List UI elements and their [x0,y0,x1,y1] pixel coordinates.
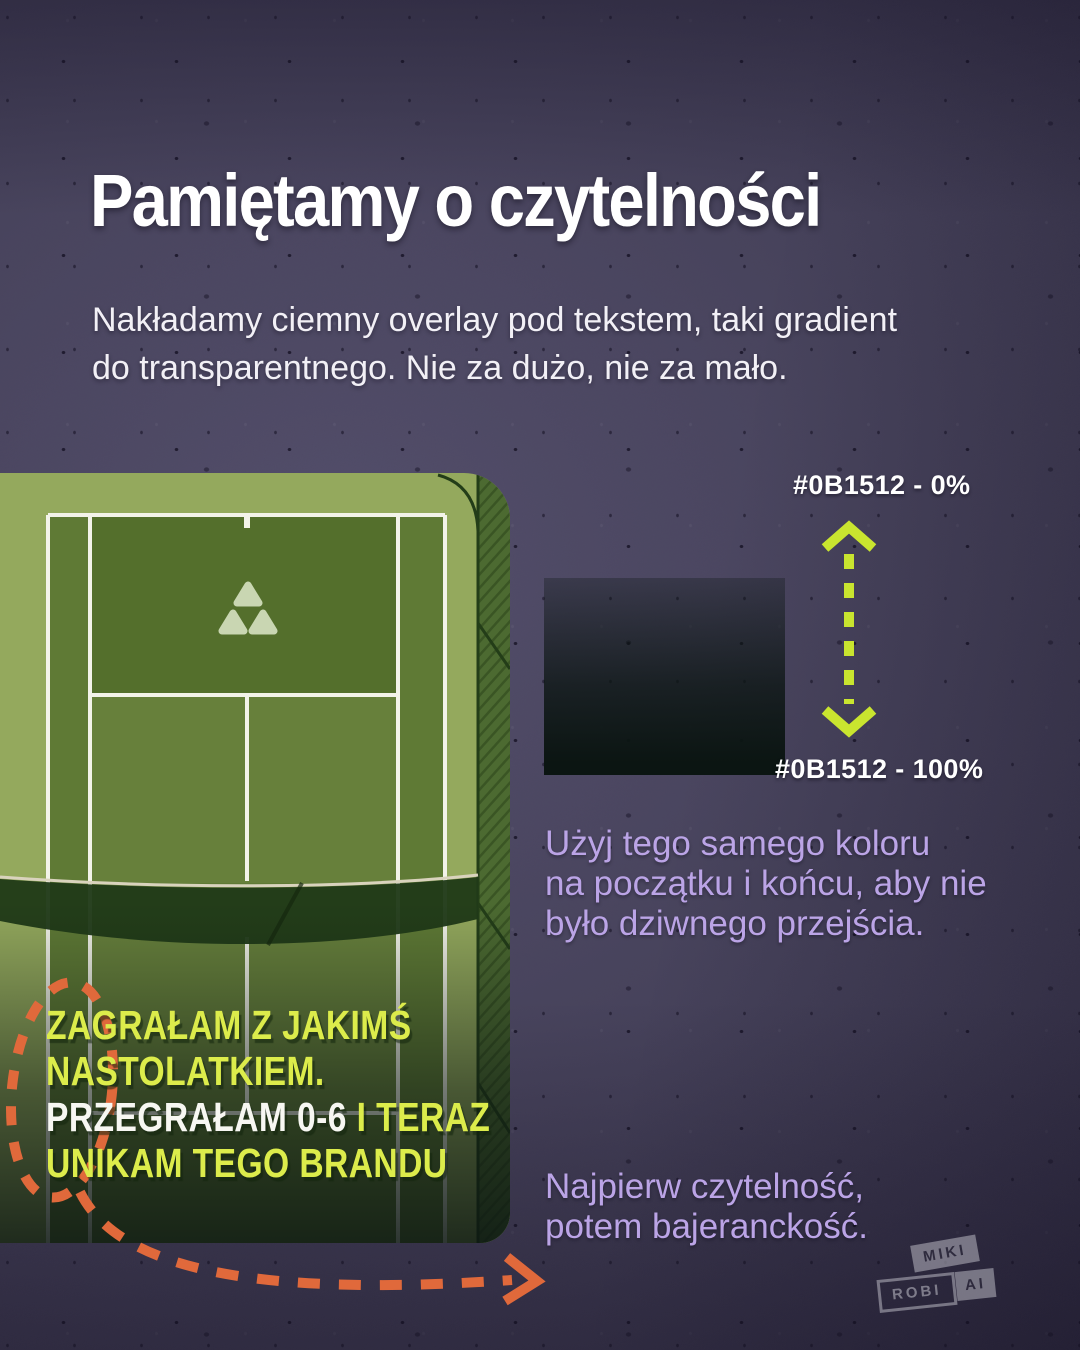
overlay-line-3: PRZEGRAŁAM 0-6 I TERAZ [46,1094,490,1140]
double-arrow-icon [821,520,877,738]
page-title: Pamiętamy o czytelności [90,159,822,242]
overlay-line-3-rest: I TERAZ [346,1094,491,1140]
overlay-line-1: ZAGRAŁAM Z JAKIMŚ [46,1002,412,1048]
footer-note-text: Najpierw czytelność, potem bajeranckość. [545,1167,868,1246]
court-overlay-text: ZAGRAŁAM Z JAKIMŚ NASTOLATKIEM. PRZEGRAŁ… [46,1002,490,1186]
gradient-note-text: Użyj tego samego koloru na początku i ko… [545,824,987,943]
gradient-label-100: #0B1512 - 100% [775,754,984,784]
logo-badge-ai: AI [954,1268,997,1301]
gradient-swatch [544,578,785,775]
overlay-line-2: NASTOLATKIEM. [46,1048,325,1094]
intro-text: Nakładamy ciemny overlay pod tekstem, ta… [92,301,898,387]
logo-badge-robi: ROBI [876,1272,958,1313]
overlay-line-4: UNIKAM TEGO BRANDU [46,1140,448,1186]
curved-arrow-head [502,1253,546,1306]
brand-watermark: MIKI ROBI AI [876,1234,1008,1324]
gradient-label-0: #0B1512 - 0% [793,470,971,500]
logo-badge-miki: MIKI [910,1234,980,1273]
overlay-line-3-highlight: PRZEGRAŁAM 0-6 [46,1094,347,1140]
